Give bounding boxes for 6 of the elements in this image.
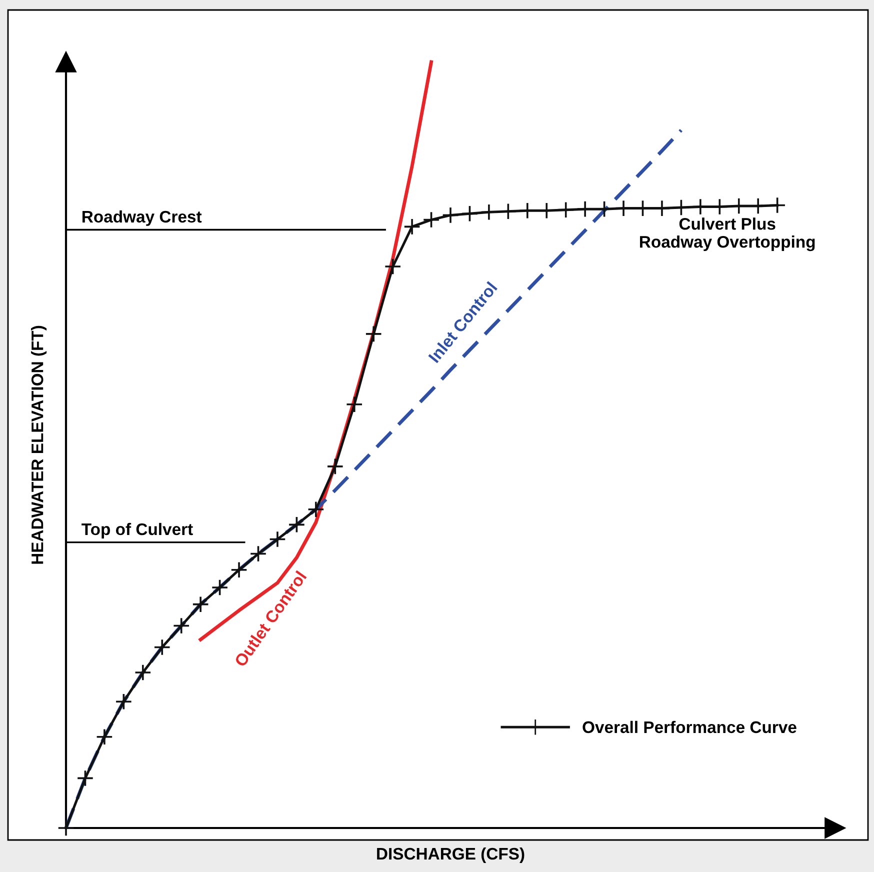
legend-label: Overall Performance Curve bbox=[582, 720, 796, 734]
y-axis-title: HEADWATER ELEVATION (FT) bbox=[31, 326, 47, 564]
annotation: Culvert Plus Roadway Overtopping bbox=[640, 218, 815, 252]
ref-line-label: Top of Culvert bbox=[82, 522, 193, 538]
ref-line-label: Roadway Crest bbox=[82, 210, 202, 226]
x-axis-title: DISCHARGE (CFS) bbox=[377, 847, 524, 863]
